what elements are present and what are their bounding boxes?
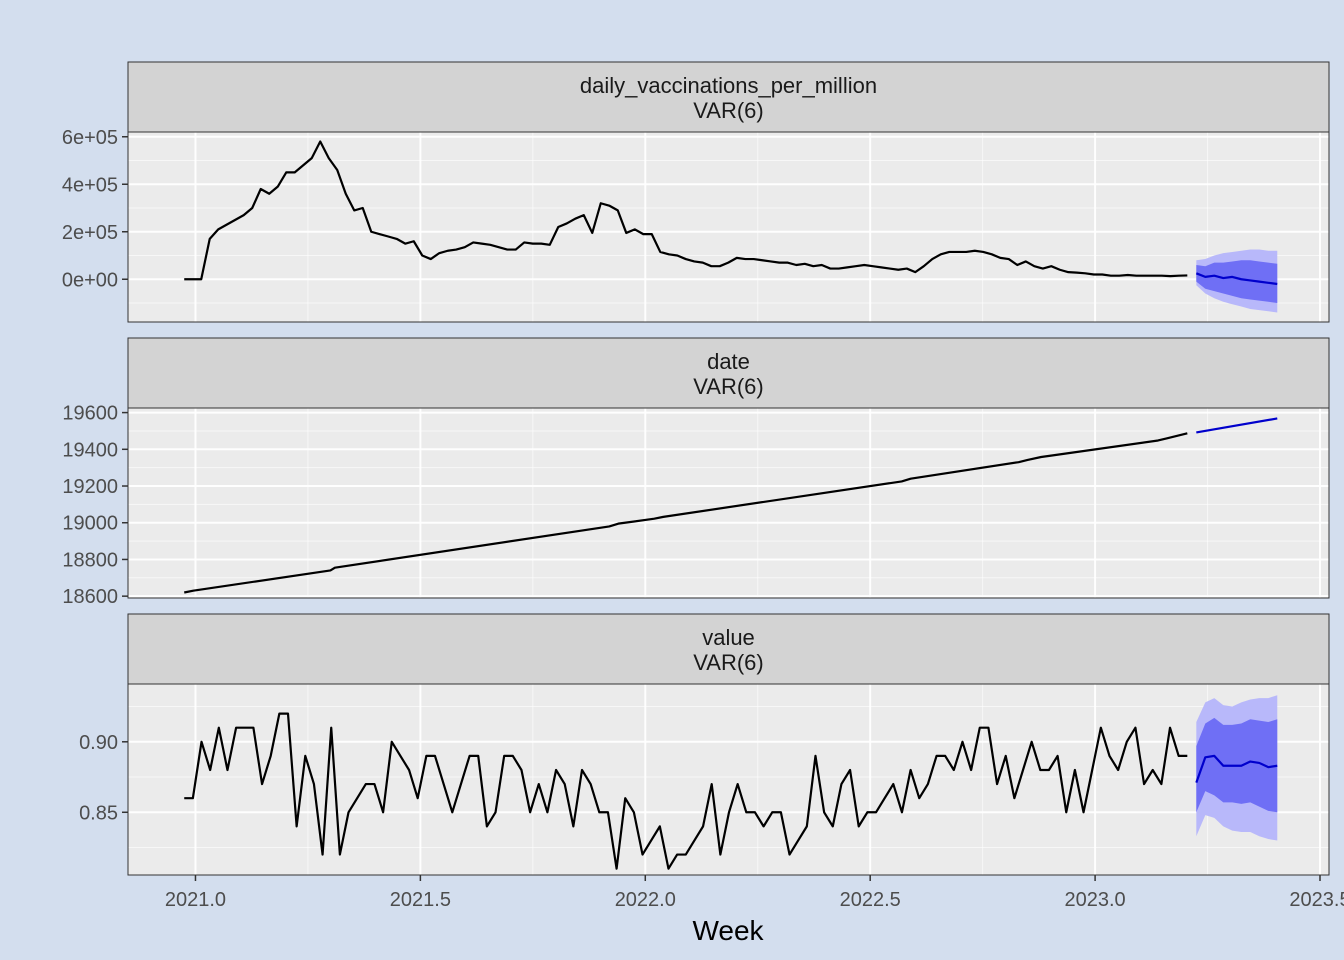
panel-background [128, 132, 1329, 322]
y-tick-label: 4e+05 [62, 174, 118, 196]
y-tick-label: 0.90 [79, 732, 118, 754]
facet-strip-label: VAR(6) [693, 98, 764, 123]
x-tick-label: 2023.0 [1065, 889, 1126, 911]
facet-strip [127, 613, 1330, 685]
y-tick-label: 19200 [62, 476, 118, 498]
facet-strip-label: value [702, 625, 755, 650]
y-tick-label: 2e+05 [62, 222, 118, 244]
y-tick-label: 18800 [62, 549, 118, 571]
forecast-interval-80 [1196, 260, 1278, 303]
history-series-line [184, 712, 1188, 870]
history-series-line [184, 432, 1188, 594]
forecast-mean-line [1195, 272, 1278, 286]
facet-panels: daily_vaccinations_per_millionVAR(6)0e+0… [62, 61, 1330, 876]
data-layer [184, 695, 1278, 870]
panel-border [127, 683, 1330, 876]
facet-strip-label: daily_vaccinations_per_million [580, 73, 877, 98]
y-tick-label: 19000 [62, 513, 118, 535]
y-tick-label: 6e+05 [62, 127, 118, 149]
x-tick-label: 2021.5 [390, 889, 451, 911]
y-tick-label: 18600 [62, 586, 118, 608]
panel-border [127, 407, 1330, 599]
gridlines [128, 132, 1329, 322]
data-layer [184, 140, 1278, 313]
facet-strip [127, 337, 1330, 409]
history-series-line [184, 140, 1188, 281]
y-tick-label: 0e+00 [62, 269, 118, 291]
facet-strip-label: VAR(6) [693, 374, 764, 399]
x-tick-label: 2022.5 [840, 889, 901, 911]
panel-border [127, 131, 1330, 323]
panel-background [128, 408, 1329, 598]
gridlines [128, 408, 1329, 598]
x-axis-title: Week [692, 915, 764, 946]
forecast-mean-line [1195, 754, 1278, 784]
data-layer [184, 417, 1278, 594]
y-tick-label: 19400 [62, 439, 118, 461]
forecast-mean-line [1196, 417, 1278, 434]
y-tick-label: 0.85 [79, 802, 118, 824]
x-tick-label: 2022.0 [615, 889, 676, 911]
facet-strip-label: date [707, 349, 750, 374]
facet-strip [127, 61, 1330, 133]
x-tick-label: 2023.5 [1289, 889, 1344, 911]
x-axis: 2021.0 2021.5 2022.0 2022.5 2023.0 2023.5 [165, 875, 1344, 911]
facet-strip-label: VAR(6) [693, 650, 764, 675]
y-tick-label: 19600 [62, 403, 118, 425]
x-tick-label: 2021.0 [165, 889, 226, 911]
